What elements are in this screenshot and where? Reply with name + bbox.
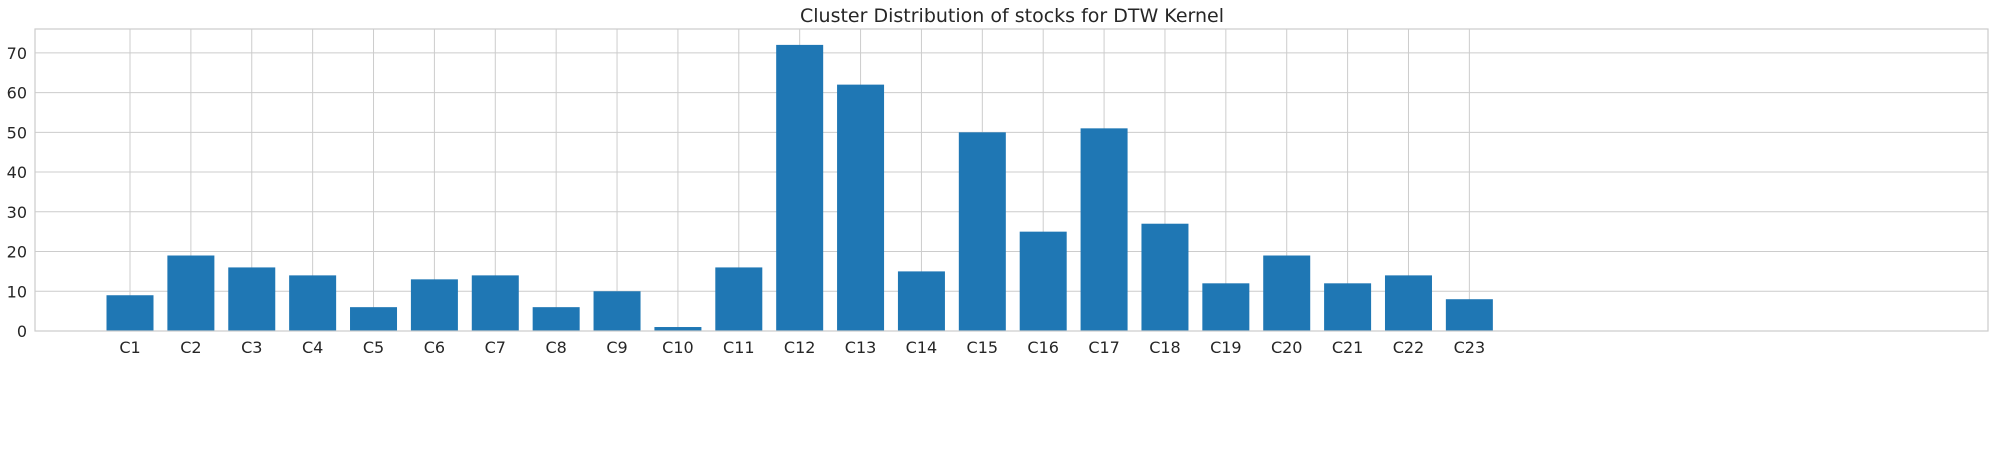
- x-tick-label: C9: [606, 338, 627, 357]
- bar-layer: [106, 44, 1493, 331]
- y-tick-label: 10: [7, 282, 27, 301]
- x-tick-label: C5: [363, 338, 384, 357]
- bar-c5: [350, 307, 398, 331]
- bar-c6: [410, 279, 458, 331]
- x-tick-label: C2: [180, 338, 201, 357]
- y-tick-label: 20: [7, 243, 27, 262]
- bar-c4: [289, 275, 337, 331]
- y-tick-label: 60: [7, 84, 27, 103]
- x-tick-label: C23: [1454, 338, 1486, 357]
- bar-c14: [897, 271, 945, 331]
- bar-c12: [776, 44, 824, 331]
- x-tick-label: C4: [302, 338, 323, 357]
- bar-c21: [1324, 283, 1372, 331]
- x-tick-label: C6: [424, 338, 445, 357]
- x-tick-label: C18: [1149, 338, 1181, 357]
- y-tick-label: 40: [7, 163, 27, 182]
- y-tick-label: 50: [7, 123, 27, 142]
- bar-c13: [837, 84, 885, 331]
- bar-c23: [1445, 299, 1493, 331]
- y-tick-label: 30: [7, 203, 27, 222]
- x-tick-label: C15: [967, 338, 999, 357]
- bar-c7: [471, 275, 519, 331]
- axis-layer: 0 10 20 30 40 50 60 70 C1 C2 C3 C4 C5 C6 C7 C8 C9 C10 C11 C…: [7, 28, 1989, 357]
- bar-c9: [593, 291, 641, 331]
- y-tick-label: 0: [17, 322, 27, 341]
- x-tick-label: C19: [1210, 338, 1242, 357]
- x-tick-label: C13: [845, 338, 877, 357]
- x-tick-label: C14: [906, 338, 938, 357]
- bar-c22: [1384, 275, 1432, 331]
- bar-c2: [167, 255, 215, 331]
- bar-c11: [715, 267, 763, 331]
- x-tick-label: C16: [1027, 338, 1059, 357]
- x-tick-label: C12: [784, 338, 816, 357]
- x-tick-label: C10: [662, 338, 694, 357]
- bar-c16: [1019, 231, 1067, 331]
- chart-title: Cluster Distribution of stocks for DTW K…: [800, 5, 1224, 27]
- x-tick-label: C3: [241, 338, 262, 357]
- bar-c20: [1263, 255, 1311, 331]
- y-tick-label: 70: [7, 44, 27, 63]
- x-tick-label: C17: [1088, 338, 1120, 357]
- bar-c15: [958, 132, 1006, 331]
- x-tick-label: C21: [1332, 338, 1364, 357]
- plot-frame: [34, 28, 1989, 332]
- x-tick-label: C11: [723, 338, 755, 357]
- bar-c17: [1080, 128, 1128, 331]
- bar-c3: [228, 267, 276, 331]
- bar-c8: [532, 307, 580, 331]
- x-tick-label: C7: [485, 338, 506, 357]
- bar-c10: [654, 327, 702, 331]
- x-tick-label: C20: [1271, 338, 1303, 357]
- bar-c1: [106, 295, 154, 331]
- x-tick-label: C22: [1393, 338, 1425, 357]
- x-tick-label: C8: [545, 338, 566, 357]
- bar-c18: [1141, 223, 1189, 331]
- bar-c19: [1202, 283, 1250, 331]
- x-tick-label: C1: [119, 338, 140, 357]
